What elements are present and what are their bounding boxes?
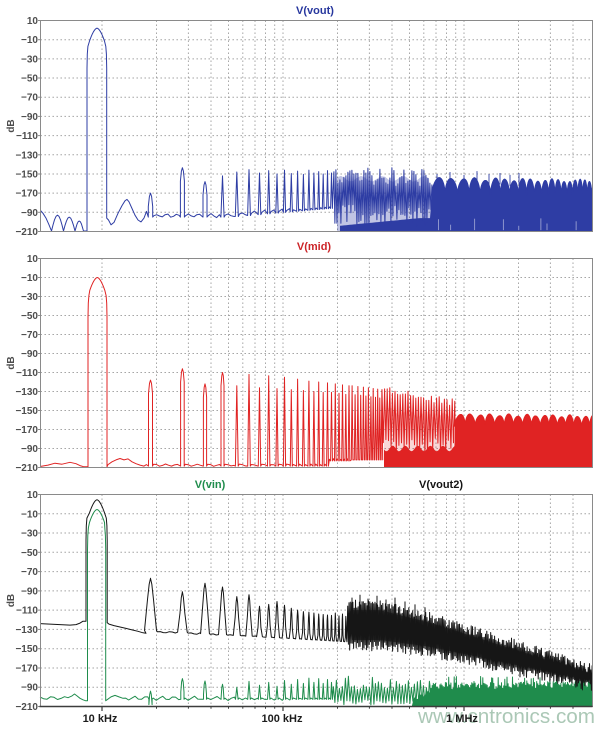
svg-text:−30: −30 — [21, 529, 38, 540]
svg-text:−70: −70 — [21, 567, 38, 578]
svg-text:dB: dB — [6, 594, 17, 607]
svg-text:V(vin): V(vin) — [195, 479, 226, 491]
svg-text:www.cntronics.com: www.cntronics.com — [417, 705, 595, 728]
svg-text:10 kHz: 10 kHz — [83, 713, 118, 725]
svg-text:−150: −150 — [15, 170, 38, 181]
svg-text:V(vout): V(vout) — [296, 5, 334, 17]
svg-text:V(mid): V(mid) — [297, 241, 332, 253]
svg-text:dB: dB — [6, 119, 17, 132]
svg-text:−30: −30 — [21, 292, 38, 303]
svg-text:−110: −110 — [16, 606, 38, 617]
svg-text:−50: −50 — [21, 548, 38, 559]
svg-text:−70: −70 — [21, 330, 38, 341]
svg-text:−130: −130 — [15, 625, 38, 636]
svg-text:−90: −90 — [21, 208, 38, 219]
svg-text:−170: −170 — [15, 664, 38, 675]
svg-text:V(vout2): V(vout2) — [419, 479, 463, 491]
svg-text:−90: −90 — [21, 586, 38, 597]
svg-text:−150: −150 — [15, 406, 38, 417]
svg-text:−210: −210 — [15, 702, 38, 713]
svg-text:1 MHz: 1 MHz — [446, 713, 478, 725]
svg-text:−90: −90 — [21, 683, 38, 694]
svg-text:−90: −90 — [21, 112, 38, 123]
svg-text:−70: −70 — [21, 93, 38, 104]
svg-text:−150: −150 — [15, 644, 38, 655]
svg-text:−50: −50 — [21, 311, 38, 322]
svg-text:−90: −90 — [21, 349, 38, 360]
svg-text:−10: −10 — [21, 273, 38, 284]
svg-text:−90: −90 — [21, 444, 38, 455]
svg-text:dB: dB — [6, 356, 17, 369]
svg-text:−50: −50 — [21, 74, 38, 85]
svg-text:100 kHz: 100 kHz — [262, 713, 303, 725]
svg-text:−210: −210 — [15, 463, 38, 474]
svg-text:−110: −110 — [16, 131, 38, 142]
svg-text:10: 10 — [27, 16, 39, 27]
svg-text:10: 10 — [27, 490, 39, 501]
svg-text:−170: −170 — [15, 425, 38, 436]
svg-text:−130: −130 — [15, 150, 38, 161]
svg-text:−170: −170 — [15, 189, 38, 200]
svg-text:−130: −130 — [15, 387, 38, 398]
svg-text:−110: −110 — [16, 368, 38, 379]
svg-text:−10: −10 — [21, 509, 38, 520]
svg-text:−30: −30 — [21, 54, 38, 65]
svg-text:10: 10 — [27, 254, 39, 265]
svg-text:−210: −210 — [15, 227, 38, 238]
svg-text:−10: −10 — [21, 35, 38, 46]
